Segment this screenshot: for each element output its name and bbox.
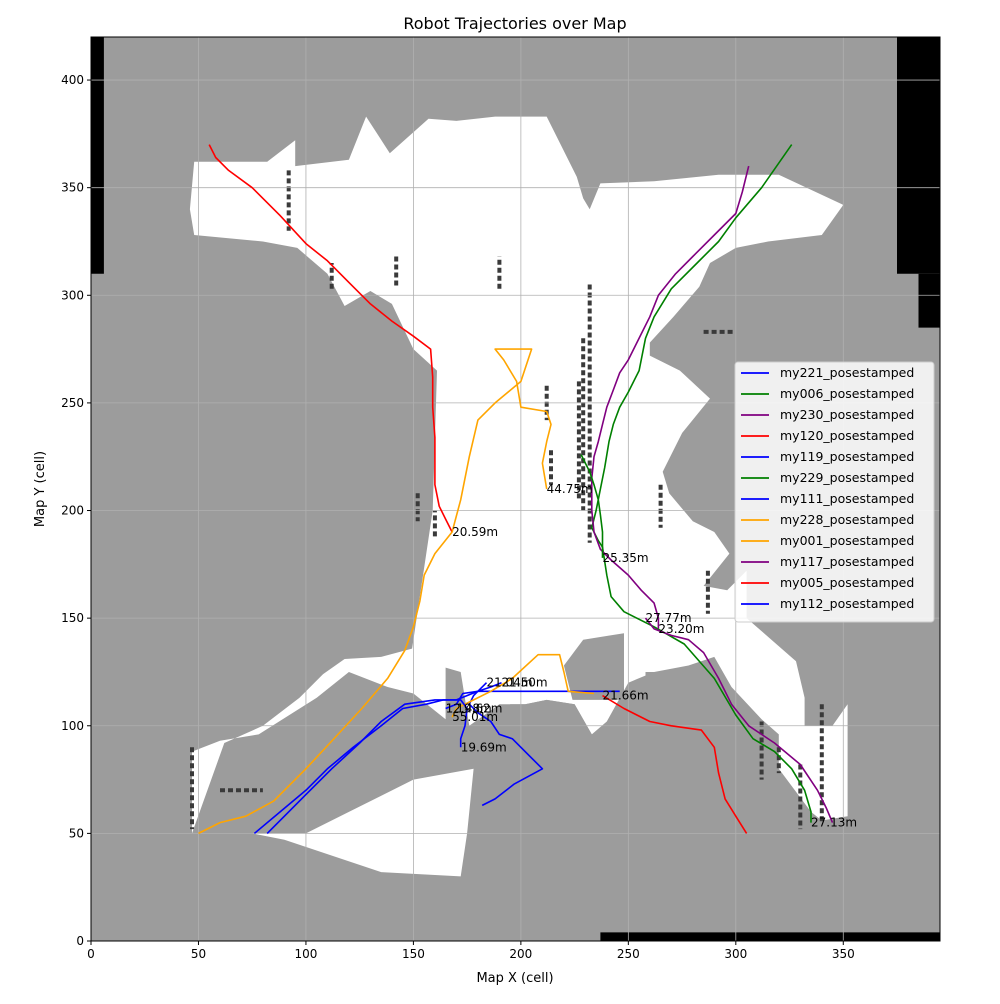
x-tick-label: 50	[191, 947, 206, 961]
x-tick-label: 0	[87, 947, 95, 961]
trajectory-my112_posestamped	[253, 699, 468, 835]
trajectory-my117_posestamped	[644, 617, 834, 823]
trajectory-length-label: 19.69m	[461, 740, 507, 754]
chart-title: Robot Trajectories over Map	[403, 14, 626, 33]
x-axis-ticks: 0 50 100 150 200 250 300 350	[87, 941, 855, 961]
trajectory-length-label: 12.48m	[446, 702, 492, 716]
trajectory-length-label: 55.01m	[452, 710, 498, 724]
trajectory-my120_posestamped	[208, 144, 453, 533]
y-tick-label: 150	[61, 611, 84, 625]
y-tick-label: 100	[61, 719, 84, 733]
trajectory-length-label: 23.20m	[658, 622, 704, 636]
trajectory-my230_posestamped	[590, 165, 750, 629]
legend-entry-label: my117_posestamped	[780, 554, 914, 569]
plot-frame	[90, 36, 941, 942]
trajectory-lines	[198, 144, 834, 835]
map-occupied-region	[91, 37, 104, 274]
map-occupied-region	[897, 37, 940, 274]
map-free-region	[252, 768, 474, 877]
x-tick-label: 200	[509, 947, 532, 961]
legend: my221_posestamped my006_posestamped my230_…	[734, 361, 935, 623]
map-free-region	[189, 116, 848, 821]
trajectory-length-label: 27.13m	[811, 816, 857, 830]
legend-entry-label: my229_posestamped	[780, 470, 914, 485]
x-axis-label: Map X (cell)	[476, 971, 553, 986]
trajectory-my006_posestamped	[590, 144, 812, 823]
legend-box	[734, 361, 935, 623]
trajectory-length-label: 21.50m	[502, 676, 548, 690]
trajectory-my005_posestamped	[602, 694, 748, 834]
trajectory-end-labels: 12.48m 27.13m 23.20m 20.59m 21.04m 25.35m 21.5…	[446, 482, 857, 830]
legend-entry-label: my230_posestamped	[780, 407, 914, 422]
trajectory-length-label: 19.62m	[456, 702, 502, 716]
trajectory-length-label: 20.59m	[452, 525, 498, 539]
legend-entry-label: my112_posestamped	[780, 596, 914, 611]
x-tick-label: 350	[832, 947, 855, 961]
trajectory-length-label: 27.77m	[646, 611, 692, 625]
legend-entry-label: my120_posestamped	[780, 428, 914, 443]
legend-entry-label: my005_posestamped	[780, 575, 914, 590]
trajectory-length-label: 44.75m	[547, 482, 593, 496]
map-unknown-region	[510, 699, 607, 817]
y-tick-label: 300	[61, 288, 84, 302]
y-axis-label: Map Y (cell)	[33, 451, 48, 527]
trajectory-length-label: 25.35m	[603, 551, 649, 565]
x-tick-label: 300	[724, 947, 747, 961]
trajectory-length-label: 21.04m	[486, 676, 532, 690]
x-tick-label: 150	[402, 947, 425, 961]
trajectory-my001_posestamped	[198, 348, 552, 835]
y-axis-ticks: 0 50 100 150 200 250 300 350 400	[61, 73, 91, 948]
legend-entry-label: my119_posestamped	[780, 449, 914, 464]
legend-entry-label: my221_posestamped	[780, 365, 914, 380]
x-tick-label: 100	[294, 947, 317, 961]
y-tick-label: 400	[61, 73, 84, 87]
map-occupied-region	[600, 932, 940, 941]
trajectory-my228_posestamped	[451, 653, 595, 718]
x-tick-label: 250	[617, 947, 640, 961]
y-tick-label: 0	[76, 934, 84, 948]
map-unknown-region	[645, 672, 713, 720]
y-tick-label: 50	[69, 826, 84, 840]
legend-entry-label: my228_posestamped	[780, 512, 914, 527]
trajectory-my111_posestamped	[266, 681, 502, 834]
trajectory-my229_posestamped	[580, 454, 604, 558]
trajectory-length-label: 21.66m	[603, 689, 649, 703]
y-tick-label: 250	[61, 396, 84, 410]
legend-entry-label: my001_posestamped	[780, 533, 914, 548]
map-occupied-region	[918, 273, 940, 328]
y-tick-label: 350	[61, 181, 84, 195]
map-unknown-region	[563, 633, 624, 700]
y-tick-label: 200	[61, 504, 84, 518]
legend-entry-label: my006_posestamped	[780, 386, 914, 401]
legend-entry-label: my111_posestamped	[780, 491, 914, 506]
trajectory-my119_posestamped	[468, 682, 544, 807]
